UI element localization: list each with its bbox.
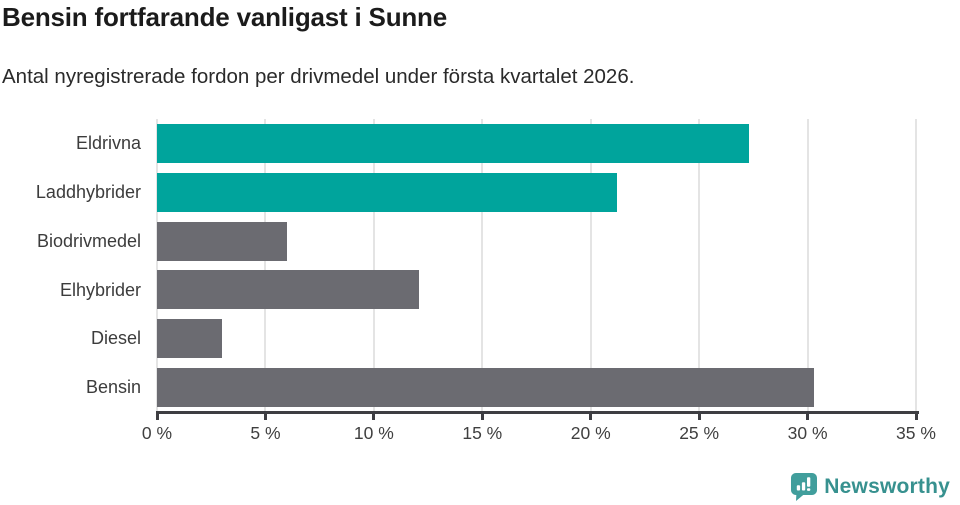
gridline (481, 119, 484, 412)
gridline (264, 119, 267, 412)
category-label: Eldrivna (75, 133, 141, 153)
newsworthy-logo-icon (791, 473, 818, 501)
axis-tick (155, 414, 159, 420)
axis-tick-label: 30 % (787, 423, 828, 443)
category-label: Laddhybrider (35, 181, 141, 202)
axis-tick (806, 414, 810, 420)
gridline (589, 119, 592, 412)
gridline (372, 119, 375, 412)
chart-subtitle: Antal nyregistrerade fordon per drivmede… (2, 65, 635, 88)
axis-tick-label: 25 % (679, 423, 720, 443)
axis-tick (263, 414, 267, 420)
axis-tick-label: 0 % (141, 423, 173, 443)
gridline (156, 119, 158, 412)
newsworthy-brand-name: Newsworthy (824, 475, 950, 498)
axis-tick-label: 15 % (462, 423, 503, 443)
axis-tick-label: 20 % (570, 423, 611, 443)
newsworthy-brand-link[interactable]: Newsworthy (791, 473, 950, 501)
axis-tick (372, 414, 376, 420)
axis-tick (914, 414, 918, 420)
axis-tick-label: 5 % (250, 423, 281, 443)
category-label: Biodrivmedel (36, 230, 141, 251)
plot-area (156, 119, 917, 412)
x-axis-line (156, 411, 919, 414)
y-axis-labels: Eldrivna Laddhybrider Biodrivmedel Elhybrid… (0, 119, 141, 412)
axis-tick-label: 35 % (896, 423, 936, 443)
category-label: Diesel (90, 328, 141, 349)
category-label: Elhybrider (59, 279, 141, 300)
axis-tick (480, 414, 484, 420)
bar-biodrivmedel (157, 221, 288, 261)
gridline (806, 119, 809, 412)
axis-tick (589, 414, 593, 420)
bar-diesel (157, 319, 223, 359)
gridline (915, 119, 917, 412)
bar-laddhybrider (157, 172, 617, 212)
x-axis: 0 % 5 % 10 % 15 % 20 % 25 % 30 % 35 % (142, 411, 936, 451)
axis-tick (697, 414, 701, 420)
gridline (698, 119, 701, 412)
axis-tick-label: 10 % (353, 423, 394, 443)
category-label: Bensin (85, 377, 141, 398)
bar-eldrivna (157, 123, 750, 163)
bar-elhybrider (157, 270, 420, 310)
bar-bensin (157, 368, 815, 408)
chart-title: Bensin fortfarande vanligast i Sunne (2, 2, 447, 32)
